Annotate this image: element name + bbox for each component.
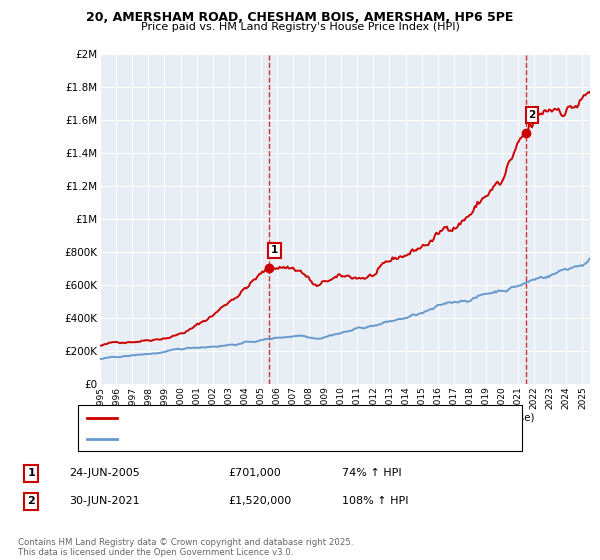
Text: 1: 1 — [271, 245, 278, 255]
Text: 2: 2 — [529, 110, 536, 120]
Text: 2: 2 — [28, 496, 35, 506]
Text: 20, AMERSHAM ROAD, CHESHAM BOIS, AMERSHAM, HP6 5PE: 20, AMERSHAM ROAD, CHESHAM BOIS, AMERSHA… — [86, 11, 514, 24]
Text: £701,000: £701,000 — [228, 468, 281, 478]
Text: £1,520,000: £1,520,000 — [228, 496, 291, 506]
Text: 30-JUN-2021: 30-JUN-2021 — [69, 496, 140, 506]
Text: 24-JUN-2005: 24-JUN-2005 — [69, 468, 140, 478]
Text: 20, AMERSHAM ROAD, CHESHAM BOIS, AMERSHAM, HP6 5PE (detached house): 20, AMERSHAM ROAD, CHESHAM BOIS, AMERSHA… — [123, 413, 535, 423]
Text: 108% ↑ HPI: 108% ↑ HPI — [342, 496, 409, 506]
Text: HPI: Average price, detached house, Buckinghamshire: HPI: Average price, detached house, Buck… — [123, 435, 407, 444]
Text: Contains HM Land Registry data © Crown copyright and database right 2025.
This d: Contains HM Land Registry data © Crown c… — [18, 538, 353, 557]
Text: 74% ↑ HPI: 74% ↑ HPI — [342, 468, 401, 478]
Text: 1: 1 — [28, 468, 35, 478]
Text: Price paid vs. HM Land Registry's House Price Index (HPI): Price paid vs. HM Land Registry's House … — [140, 22, 460, 32]
